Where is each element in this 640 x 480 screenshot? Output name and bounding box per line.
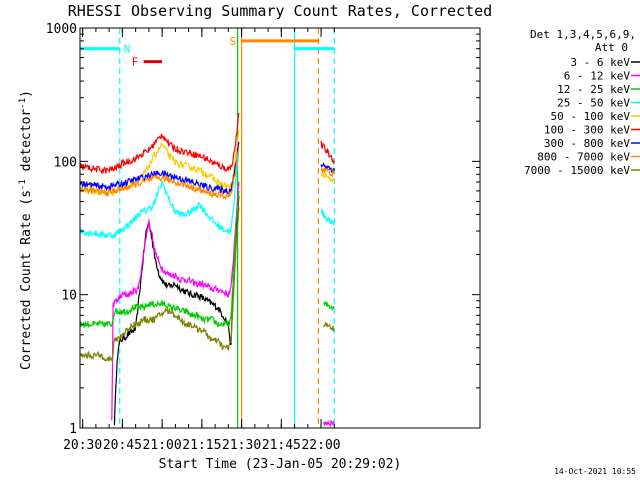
legend-entry-label: 50 - 100 keV xyxy=(551,110,631,123)
y-axis-label: Corrected Count Rate (s-1 detector-1) xyxy=(18,90,34,370)
series-line-5 xyxy=(320,140,335,164)
series-line-3 xyxy=(80,146,240,239)
y-tick-label: 100 xyxy=(54,155,77,170)
series-line-5 xyxy=(80,112,240,176)
x-tick-label: 22:00 xyxy=(301,438,340,453)
series-line-2 xyxy=(323,301,335,312)
legend-entry-label: 300 - 800 keV xyxy=(544,137,630,150)
series-line-8 xyxy=(80,207,240,363)
series-line-7 xyxy=(80,146,240,200)
flag-label: N xyxy=(124,43,131,56)
legend-header-2: Att 0 xyxy=(595,41,628,54)
timestamp: 14-Oct-2021 10:55 xyxy=(554,467,636,476)
series-line-1 xyxy=(323,419,335,428)
flag-label: F xyxy=(132,56,139,69)
y-label-prefix: Corrected Count Rate (s xyxy=(19,190,34,370)
series-line-7 xyxy=(320,167,335,178)
legend-entry-label: 6 - 12 keV xyxy=(564,70,631,83)
series-line-3 xyxy=(320,208,335,226)
series-line-6 xyxy=(80,141,240,195)
x-tick-label: 20:30 xyxy=(63,438,102,453)
series-line-2 xyxy=(80,190,240,329)
y-label-sup: -1 xyxy=(18,179,28,190)
legend-entry-label: 3 - 6 keV xyxy=(570,56,630,69)
x-tick-label: 21:15 xyxy=(182,438,221,453)
y-tick-label: 1000 xyxy=(46,22,77,37)
x-tick-label: 21:00 xyxy=(143,438,182,453)
series-line-8 xyxy=(323,321,335,332)
x-tick-label: 21:30 xyxy=(222,438,261,453)
y-label-suffix: detector xyxy=(19,109,34,180)
legend-entry-label: 12 - 25 keV xyxy=(557,83,630,96)
legend-entry-label: 100 - 300 keV xyxy=(544,124,630,137)
y-label-sup2: -1 xyxy=(18,98,28,109)
legend-entry-label: 800 - 7000 keV xyxy=(537,151,630,164)
x-axis-label: Start Time (23-Jan-05 20:29:02) xyxy=(159,457,402,472)
x-tick-label: 21:45 xyxy=(262,438,301,453)
legend-header-1: Det 1,3,4,5,6,9, xyxy=(530,28,636,41)
series-line-6 xyxy=(320,162,335,173)
chart-title: RHESSI Observing Summary Count Rates, Co… xyxy=(68,2,492,20)
legend-entry-label: 25 - 50 keV xyxy=(557,97,630,110)
flag-label: S xyxy=(230,35,237,48)
y-tick-label: 1 xyxy=(69,422,77,437)
y-label-close: ) xyxy=(19,90,34,98)
series-line-0 xyxy=(113,195,240,426)
series-line-1 xyxy=(111,181,240,421)
legend-entry-label: 7000 - 15000 keV xyxy=(524,164,630,177)
x-tick-label: 20:45 xyxy=(103,438,142,453)
series-line-4 xyxy=(320,170,335,183)
plot-frame xyxy=(79,27,481,429)
y-tick-label: 10 xyxy=(61,289,77,304)
